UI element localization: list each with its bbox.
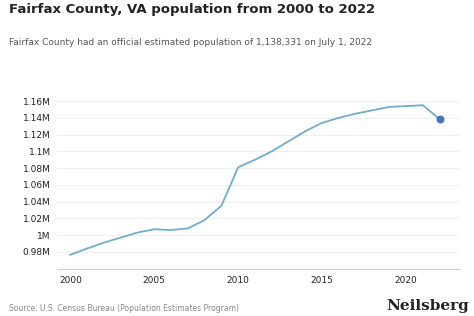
Text: Fairfax County had an official estimated population of 1,138,331 on July 1, 2022: Fairfax County had an official estimated… <box>9 38 373 47</box>
Text: Neilsberg: Neilsberg <box>386 299 469 313</box>
Text: Fairfax County, VA population from 2000 to 2022: Fairfax County, VA population from 2000 … <box>9 3 375 16</box>
Text: Source: U.S. Census Bureau (Population Estimates Program): Source: U.S. Census Bureau (Population E… <box>9 304 239 313</box>
Point <box>436 117 443 122</box>
